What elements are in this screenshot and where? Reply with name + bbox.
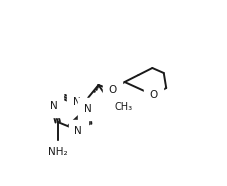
Text: N: N — [84, 104, 91, 114]
Text: N: N — [49, 101, 57, 111]
Text: O: O — [148, 90, 157, 100]
Text: N: N — [72, 97, 80, 107]
Text: CH₃: CH₃ — [114, 102, 132, 112]
Text: O: O — [108, 85, 116, 95]
Text: N: N — [74, 126, 82, 136]
Text: NH₂: NH₂ — [48, 147, 67, 157]
